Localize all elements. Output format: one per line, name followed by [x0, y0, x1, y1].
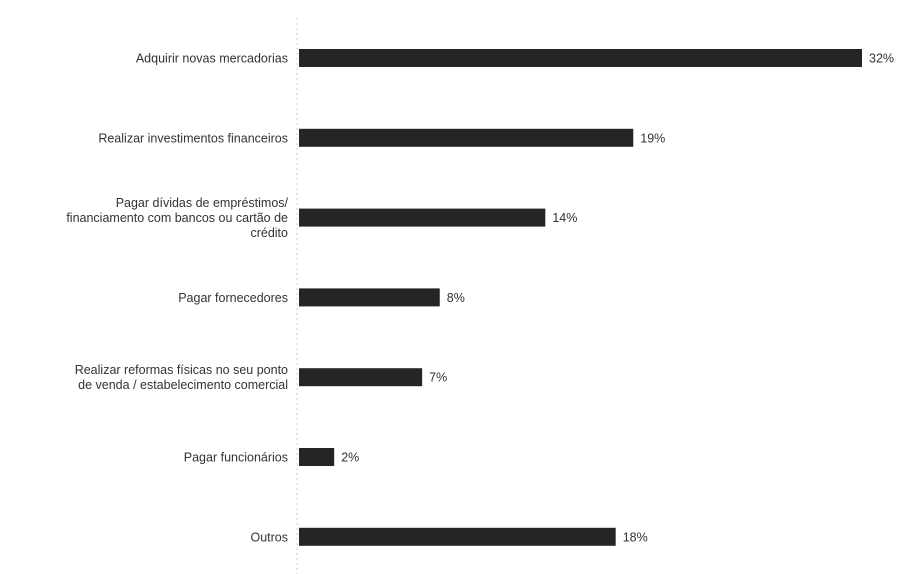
category-label: Outros [250, 530, 288, 544]
data-label: 18% [623, 530, 648, 544]
bar [299, 128, 634, 147]
category-label: Realizar investimentos financeiros [98, 131, 288, 145]
category-label: crédito [250, 226, 288, 240]
bar [299, 288, 440, 307]
category-label: Realizar reformas físicas no seu ponto [75, 363, 288, 377]
category-label: de venda / estabelecimento comercial [78, 378, 288, 392]
bar [299, 448, 335, 466]
data-label: 7% [429, 371, 447, 385]
data-label: 14% [552, 211, 577, 225]
bar [299, 49, 862, 67]
data-label: 8% [447, 291, 465, 305]
data-label: 32% [869, 52, 894, 66]
category-label: Pagar fornecedores [178, 291, 288, 305]
category-label: financiamento com bancos ou cartão de [66, 211, 288, 225]
category-label: Adquirir novas mercadorias [136, 52, 288, 66]
data-label: 2% [341, 451, 359, 465]
bars-layer: 32% Adquirir novas mercadorias 19% Realizar… [66, 49, 894, 546]
bar [299, 368, 423, 387]
data-label: 19% [640, 131, 665, 145]
category-label: Pagar dívidas de empréstimos/ [116, 196, 289, 210]
bar [299, 527, 616, 546]
category-label: Pagar funcionários [184, 451, 288, 465]
bar [299, 208, 546, 227]
